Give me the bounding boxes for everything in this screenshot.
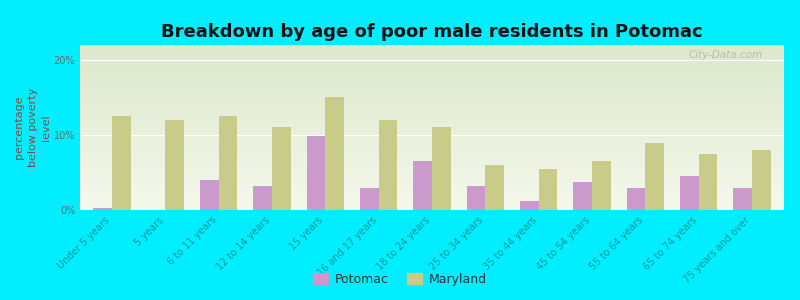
Bar bbox=[734, 188, 752, 210]
Bar bbox=[520, 201, 538, 210]
Bar bbox=[200, 180, 218, 210]
Bar bbox=[414, 161, 432, 210]
Bar bbox=[466, 186, 486, 210]
Bar bbox=[378, 120, 398, 210]
Bar bbox=[166, 120, 184, 210]
Bar bbox=[646, 142, 664, 210]
Bar bbox=[254, 186, 272, 210]
Bar bbox=[272, 128, 290, 210]
Bar bbox=[626, 188, 646, 210]
Bar bbox=[360, 188, 378, 210]
Bar bbox=[574, 182, 592, 210]
Bar bbox=[680, 176, 698, 210]
Bar bbox=[218, 116, 238, 210]
Bar bbox=[112, 116, 130, 210]
Bar bbox=[538, 169, 558, 210]
Legend: Potomac, Maryland: Potomac, Maryland bbox=[308, 268, 492, 291]
Bar bbox=[752, 150, 770, 210]
Bar bbox=[94, 208, 112, 210]
Title: Breakdown by age of poor male residents in Potomac: Breakdown by age of poor male residents … bbox=[161, 23, 703, 41]
Bar bbox=[486, 165, 504, 210]
Bar bbox=[698, 154, 718, 210]
Bar bbox=[432, 128, 450, 210]
Text: City-Data.com: City-Data.com bbox=[689, 50, 763, 60]
Bar bbox=[592, 161, 610, 210]
Bar bbox=[306, 136, 326, 210]
Y-axis label: percentage
below poverty
level: percentage below poverty level bbox=[14, 88, 51, 167]
Bar bbox=[326, 98, 344, 210]
